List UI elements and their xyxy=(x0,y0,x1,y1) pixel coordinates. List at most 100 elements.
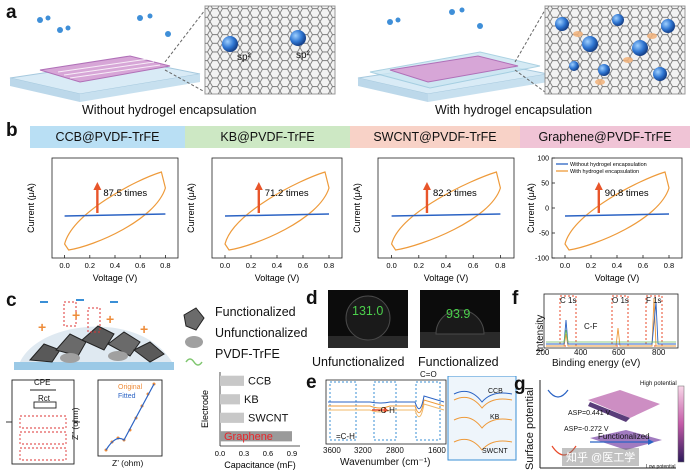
inset-label-ccb: CCB xyxy=(488,388,503,395)
caption-without-hydrogel: Without hydrogel encapsulation xyxy=(82,103,257,117)
panel-c-label: c xyxy=(6,290,17,311)
cv-xlabel: Voltage (V) xyxy=(595,273,640,283)
cv-xtick-label: 0.0 xyxy=(386,261,396,270)
circuit-rct-label: Rct xyxy=(38,394,50,403)
ftir-xtick-3600: 3600 xyxy=(323,446,341,455)
watermark: 知乎 @医工学 xyxy=(562,448,640,466)
ftir-xtick-2800: 2800 xyxy=(386,446,404,455)
kpfm-functionalized: Functionalized xyxy=(598,432,650,441)
caption-unfunctionalized: Unfunctionalized xyxy=(312,355,405,369)
svg-text:+: + xyxy=(72,307,80,323)
cv-xtick-label: 0.2 xyxy=(246,261,256,270)
cv-chart-1: 0.0 0.2 0.4 0.6 0.8 71.2 times Voltage (V) Curr… xyxy=(186,157,343,283)
series-without-hydrogel xyxy=(564,213,670,217)
legend-pvdf-trfe: PVDF-TrFE xyxy=(215,347,280,361)
xps-xtick-200: 200 xyxy=(536,348,550,357)
cv-xtick-label: 0.2 xyxy=(85,261,95,270)
panel-g-label: g xyxy=(514,374,526,395)
panel-f-label: f xyxy=(512,288,519,309)
cv-charts: 0.0 0.2 0.4 0.6 0.8 87.5 times Voltage (V) Curr… xyxy=(26,156,683,283)
cv-xlabel: Voltage (V) xyxy=(93,273,138,283)
panel-b-label: b xyxy=(6,120,18,141)
xps-peak-o1s: O 1s xyxy=(612,296,629,305)
times-annotation: 71.2 times xyxy=(265,188,309,199)
xps-xlabel: Binding energy (eV) xyxy=(552,358,641,369)
kpfm-ylabel: Surface potential xyxy=(524,387,536,470)
header-swcnt: SWCNT@PVDF-TrFE xyxy=(350,126,520,148)
times-annotation: 90.8 times xyxy=(605,188,649,199)
times-arrowhead xyxy=(93,182,102,190)
bar-label-swcnt: SWCNT xyxy=(248,413,289,425)
bar-ccb xyxy=(220,375,244,386)
cv-ytick-label: -100 xyxy=(535,256,549,263)
bar-kb xyxy=(220,394,240,405)
bar-label-kb: KB xyxy=(244,394,259,406)
electrode-illustration: + + + + xyxy=(14,299,174,370)
xps-xtick-800: 800 xyxy=(652,348,666,357)
series-without-hydrogel xyxy=(224,213,330,217)
equivalent-circuit xyxy=(6,379,80,465)
cv-xtick-label: 0.4 xyxy=(272,261,282,270)
kpfm-asp2: ASP=-0.272 V xyxy=(564,426,609,433)
cv-xtick-label: 0.8 xyxy=(160,261,170,270)
series-with-hydrogel xyxy=(390,171,502,251)
cv-xtick-label: 0.4 xyxy=(612,261,622,270)
inset-label-kb: KB xyxy=(490,414,500,421)
left-device xyxy=(9,13,201,102)
panel-a-label: a xyxy=(6,2,17,23)
times-arrowhead xyxy=(254,182,263,190)
nyquist-ylabel: Z” (ohm) xyxy=(70,407,80,440)
bar-xtick: 0.3 xyxy=(239,449,249,458)
kpfm-high-potential: High potential xyxy=(640,381,677,387)
cv-chart-2: 0.0 0.2 0.4 0.6 0.8 82.3 times Voltage (V) Curr… xyxy=(352,157,515,283)
nyquist-legend-fitted: Fitted xyxy=(118,393,136,400)
times-annotation: 87.5 times xyxy=(103,188,147,199)
ftir-annotation-ch-double: =C-H xyxy=(336,432,355,441)
cv-xlabel: Voltage (V) xyxy=(424,273,469,283)
cv-xtick-label: 0.8 xyxy=(324,261,334,270)
header-ccb: CCB@PVDF-TrFE xyxy=(30,126,185,148)
series-with-hydrogel xyxy=(63,171,167,251)
bar-label-graphene: Graphene xyxy=(224,431,273,443)
header-graphene: Graphene@PVDF-TrFE xyxy=(520,126,690,148)
bar-ylabel: Electrode xyxy=(200,390,210,428)
panel-d-label: d xyxy=(306,288,318,309)
times-arrowhead xyxy=(594,182,603,190)
legend-functionalized: Functionalized xyxy=(215,305,296,319)
bar-graphene xyxy=(220,431,292,442)
bar-swcnt xyxy=(220,412,244,423)
panel-a-illustration xyxy=(9,5,686,102)
left-graphene-zoom xyxy=(164,5,336,95)
cv-xtick-label: 0.6 xyxy=(638,261,648,270)
capacitance-bar-chart: CCB KB SWCNT Graphene 0.0 0.3 0.6 0.9 Capacitanc… xyxy=(200,372,300,470)
caption-functionalized: Functionalized xyxy=(418,355,499,369)
cv-ytick-label: -50 xyxy=(539,231,549,238)
xps-xtick-600: 600 xyxy=(612,348,626,357)
cv-ylabel: Current (μA) xyxy=(26,183,36,233)
ftir-xlabel: Wavenumber (cm⁻¹) xyxy=(340,457,431,468)
xps-xtick-400: 400 xyxy=(574,348,588,357)
nyquist-legend-original: Original xyxy=(118,384,143,391)
kpfm-low-potential: Low potential xyxy=(646,464,676,470)
xps-peak-cf: C-F xyxy=(584,322,598,331)
cv-ylabel: Current (μA) xyxy=(352,183,362,233)
contact-angle-images xyxy=(328,290,500,348)
nyquist-plot xyxy=(97,379,163,457)
series-without-hydrogel xyxy=(64,213,166,217)
series-without-hydrogel xyxy=(391,213,501,217)
cv-ytick-label: 0 xyxy=(545,206,549,213)
ftir-annotation-co: C=O xyxy=(420,370,437,379)
bar-label-ccb: CCB xyxy=(248,376,271,388)
cv-ytick-label: 100 xyxy=(537,156,549,163)
svg-text:+: + xyxy=(140,321,148,337)
xps-spectra xyxy=(543,293,679,349)
cv-xtick-label: 0.8 xyxy=(495,261,505,270)
bar-chart-group: CCB KB SWCNT Graphene 0.0 0.3 0.6 0.9 Capacitanc… xyxy=(200,372,300,470)
cv-ytick-label: 50 xyxy=(541,181,549,188)
cv-xtick-label: 0.6 xyxy=(468,261,478,270)
svg-text:+: + xyxy=(38,319,46,335)
sp2-label-left: sp² xyxy=(237,52,251,63)
times-annotation: 82.3 times xyxy=(433,188,477,199)
cv-xtick-label: 0.0 xyxy=(59,261,69,270)
cv-xtick-label: 0.0 xyxy=(220,261,230,270)
